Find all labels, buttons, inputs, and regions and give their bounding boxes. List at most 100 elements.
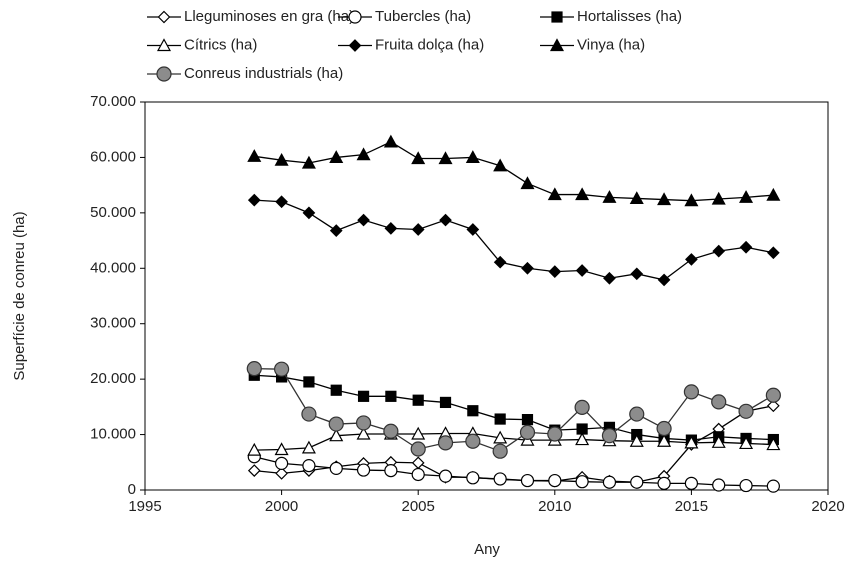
marker bbox=[657, 273, 671, 287]
marker bbox=[520, 473, 535, 488]
marker bbox=[411, 223, 425, 236]
marker bbox=[657, 433, 672, 447]
marker bbox=[739, 436, 754, 450]
marker bbox=[684, 435, 699, 449]
legend-item: Hortalisses (ha) bbox=[540, 8, 682, 25]
marker bbox=[629, 433, 644, 447]
series-line bbox=[254, 141, 774, 202]
y-tick-label: 60.000 bbox=[90, 148, 136, 165]
marker bbox=[466, 471, 480, 485]
marker bbox=[329, 224, 343, 237]
marker bbox=[711, 394, 727, 410]
legend-marker bbox=[156, 38, 172, 52]
marker bbox=[575, 432, 590, 446]
marker bbox=[766, 187, 781, 201]
marker bbox=[465, 150, 480, 164]
marker bbox=[439, 213, 452, 227]
marker bbox=[657, 192, 672, 206]
marker bbox=[274, 152, 289, 166]
marker bbox=[492, 443, 508, 459]
marker bbox=[411, 426, 426, 440]
y-tick-label: 30.000 bbox=[90, 315, 136, 332]
marker bbox=[412, 394, 424, 406]
marker bbox=[329, 428, 344, 442]
marker bbox=[301, 155, 316, 169]
marker bbox=[356, 463, 371, 477]
marker bbox=[602, 475, 617, 489]
marker bbox=[493, 255, 507, 269]
marker bbox=[766, 479, 780, 493]
marker bbox=[275, 456, 289, 470]
legend-item: Cítrics (ha) bbox=[147, 36, 257, 53]
legend-marker bbox=[348, 10, 362, 24]
legend-label: Hortalisses (ha) bbox=[577, 8, 682, 25]
legend-label: Fruita dolça (ha) bbox=[375, 36, 484, 53]
marker bbox=[385, 390, 397, 402]
x-tick-label: 2010 bbox=[538, 498, 571, 515]
x-tick-label: 2020 bbox=[811, 498, 844, 515]
marker bbox=[302, 459, 316, 473]
legend-marker bbox=[157, 10, 171, 24]
marker bbox=[357, 213, 370, 227]
y-axis-label: Superfície de conreu (ha) bbox=[11, 211, 28, 380]
series-line bbox=[254, 199, 774, 281]
marker bbox=[711, 191, 726, 205]
marker bbox=[739, 190, 754, 203]
series-line bbox=[254, 432, 774, 451]
marker bbox=[275, 467, 288, 480]
x-tick-label: 2015 bbox=[675, 498, 708, 515]
y-tick-label: 10.000 bbox=[90, 426, 136, 443]
marker bbox=[548, 473, 562, 488]
marker bbox=[246, 361, 262, 377]
marker bbox=[767, 399, 780, 413]
marker bbox=[384, 222, 398, 235]
marker bbox=[739, 478, 753, 493]
legend-item: Fruita dolça (ha) bbox=[338, 36, 484, 53]
marker bbox=[767, 246, 780, 260]
y-tick-label: 40.000 bbox=[90, 259, 136, 276]
y-tick-label: 70.000 bbox=[90, 93, 136, 110]
marker bbox=[247, 442, 262, 456]
marker bbox=[411, 151, 426, 165]
marker bbox=[656, 420, 672, 437]
marker bbox=[357, 390, 370, 402]
marker bbox=[410, 441, 426, 457]
legend-item: Lleguminoses en gra (ha) bbox=[147, 8, 354, 25]
legend-marker bbox=[156, 66, 172, 82]
marker bbox=[467, 405, 479, 417]
marker bbox=[575, 187, 590, 201]
marker bbox=[302, 206, 316, 220]
x-tick-label: 2000 bbox=[265, 498, 298, 515]
marker bbox=[356, 147, 371, 161]
marker bbox=[411, 456, 425, 470]
marker bbox=[519, 424, 536, 440]
legend-marker bbox=[549, 38, 565, 52]
marker bbox=[548, 265, 562, 278]
marker bbox=[465, 433, 481, 449]
marker bbox=[383, 423, 399, 439]
x-tick-label: 1995 bbox=[128, 498, 161, 515]
marker bbox=[301, 406, 317, 422]
marker bbox=[247, 149, 262, 162]
marker bbox=[521, 414, 534, 426]
marker bbox=[275, 195, 288, 209]
legend-label: Conreus industrials (ha) bbox=[184, 65, 343, 82]
legend-marker bbox=[551, 11, 563, 23]
marker bbox=[766, 437, 781, 451]
legend-label: Tubercles (ha) bbox=[375, 8, 471, 25]
legend-item: Vinya (ha) bbox=[540, 36, 645, 53]
legend-item: Tubercles (ha) bbox=[338, 8, 471, 25]
marker bbox=[438, 151, 453, 165]
marker bbox=[493, 158, 508, 172]
marker bbox=[547, 426, 563, 442]
marker bbox=[328, 416, 344, 432]
marker bbox=[303, 376, 315, 388]
marker bbox=[630, 267, 644, 281]
marker bbox=[520, 176, 535, 190]
marker bbox=[411, 467, 425, 482]
marker bbox=[574, 399, 590, 416]
marker bbox=[274, 442, 289, 456]
marker bbox=[438, 469, 453, 483]
